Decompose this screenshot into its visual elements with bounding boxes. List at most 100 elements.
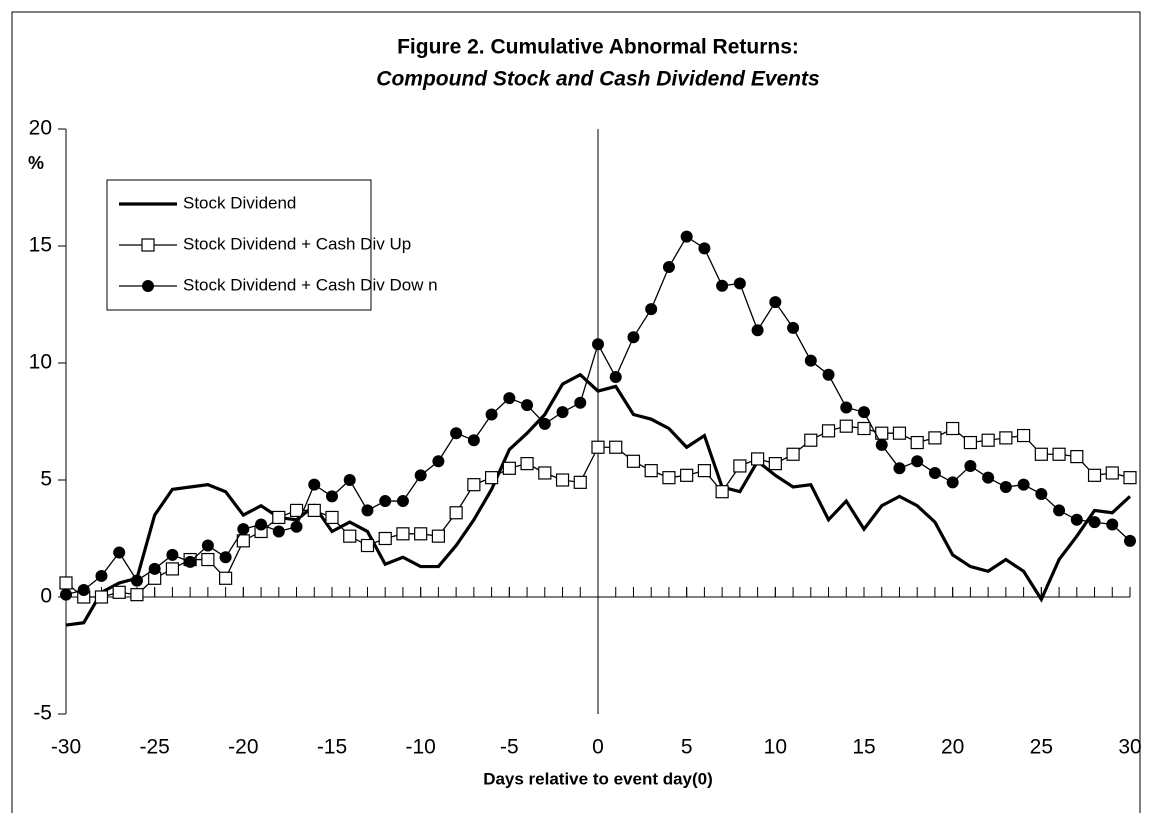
series-2 [60,230,1136,601]
circle-marker [1124,534,1136,547]
circle-marker [769,296,782,309]
circle-marker [255,518,268,531]
x-tick-label: -20 [228,736,258,759]
square-marker [431,529,445,543]
circle-marker [982,471,995,484]
circle-marker [148,562,161,575]
x-tick-label: -30 [51,736,81,759]
chart-title: Figure 2. Cumulative Abnormal Returns: [397,36,799,59]
square-marker [715,485,729,499]
circle-marker [432,455,445,468]
circle-marker [467,434,480,447]
square-marker [201,552,215,567]
series-1 [59,419,1137,604]
square-marker [680,468,694,482]
square-marker [94,590,109,604]
circle-marker [219,551,232,564]
circle-marker [698,242,711,255]
square-marker [644,464,658,478]
circle-marker [290,520,303,533]
square-marker [1070,450,1084,464]
square-marker [502,461,516,475]
y-tick-label: 20 [29,117,52,140]
circle-marker [999,481,1012,494]
circle-marker [556,406,569,419]
square-marker [946,421,960,436]
square-marker [378,531,392,546]
circle-marker [60,588,72,601]
square-marker [573,475,587,489]
circle-marker [822,368,835,381]
circle-marker [893,462,906,475]
square-marker [981,433,995,447]
y-tick-label: -5 [33,702,52,725]
circle-marker [521,399,534,412]
square-marker [272,510,286,525]
square-marker [414,527,428,541]
circle-marker [840,401,853,414]
square-marker [733,459,747,473]
legend-label: Stock Dividend + Cash Div Dow n [183,275,438,294]
square-marker [325,510,339,525]
circle-marker [680,230,693,243]
legend-label: Stock Dividend + Cash Div Up [183,234,411,253]
circle-marker [592,338,604,351]
circle-marker [361,504,374,517]
square-marker [928,431,942,445]
circle-marker [1088,516,1101,529]
circle-marker [77,583,90,596]
square-marker [307,503,321,518]
circle-marker [450,427,463,440]
circle-marker [733,277,746,290]
square-marker [892,426,907,440]
legend-label: Stock Dividend [183,193,296,212]
circle-marker [237,523,250,536]
square-marker [662,471,676,485]
circle-marker [95,569,108,582]
square-marker [485,471,499,485]
square-marker [1123,471,1137,485]
circle-marker [946,476,959,489]
circle-marker [414,469,427,482]
legend-marker [141,238,155,252]
x-axis-label: Days relative to event day(0) [483,769,713,788]
circle-marker [130,574,143,587]
square-marker [130,588,144,602]
circle-marker [574,396,587,409]
y-axis-label: % [28,153,44,173]
square-marker [449,506,463,520]
square-marker [396,527,410,541]
circle-marker [538,417,551,430]
y-tick-label: 5 [40,468,52,491]
y-tick-label: 0 [40,585,52,608]
circle-marker [343,474,356,486]
square-marker [786,447,800,461]
square-marker [697,464,712,478]
square-marker [963,435,978,450]
circle-marker [485,408,498,421]
circle-marker [787,321,800,334]
x-tick-label: 30 [1118,736,1141,759]
square-marker [591,440,605,454]
circle-marker [716,279,729,292]
square-marker [1034,447,1048,461]
circle-marker [645,303,658,316]
x-tick-label: -15 [317,736,347,759]
square-marker [821,424,836,438]
square-marker [538,466,552,480]
circle-marker [308,478,321,491]
circle-marker [272,525,285,538]
square-marker [857,421,871,436]
square-marker [626,454,641,468]
square-marker [750,452,765,466]
y-tick-label: 15 [29,234,52,257]
y-tick-label: 10 [29,351,52,374]
x-tick-label: 10 [764,736,787,759]
square-marker [1087,468,1102,482]
x-tick-label: 0 [592,736,604,759]
x-tick-label: -25 [139,736,169,759]
circle-marker [1106,518,1119,531]
chart-frame [11,11,1141,813]
circle-marker [113,546,126,559]
square-marker [609,440,623,454]
